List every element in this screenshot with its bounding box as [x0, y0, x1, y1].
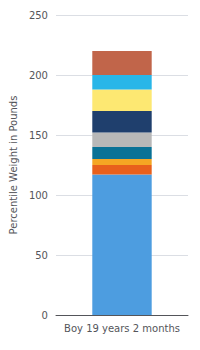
- svg-text:100: 100: [29, 190, 48, 201]
- svg-text:Boy 19 years 2 months: Boy 19 years 2 months: [64, 323, 180, 334]
- svg-text:250: 250: [29, 10, 48, 21]
- svg-text:0: 0: [42, 310, 48, 321]
- svg-text:150: 150: [29, 130, 48, 141]
- svg-text:200: 200: [29, 70, 48, 81]
- svg-text:Percentile Weight in Pounds: Percentile Weight in Pounds: [8, 96, 19, 235]
- svg-text:50: 50: [35, 250, 48, 261]
